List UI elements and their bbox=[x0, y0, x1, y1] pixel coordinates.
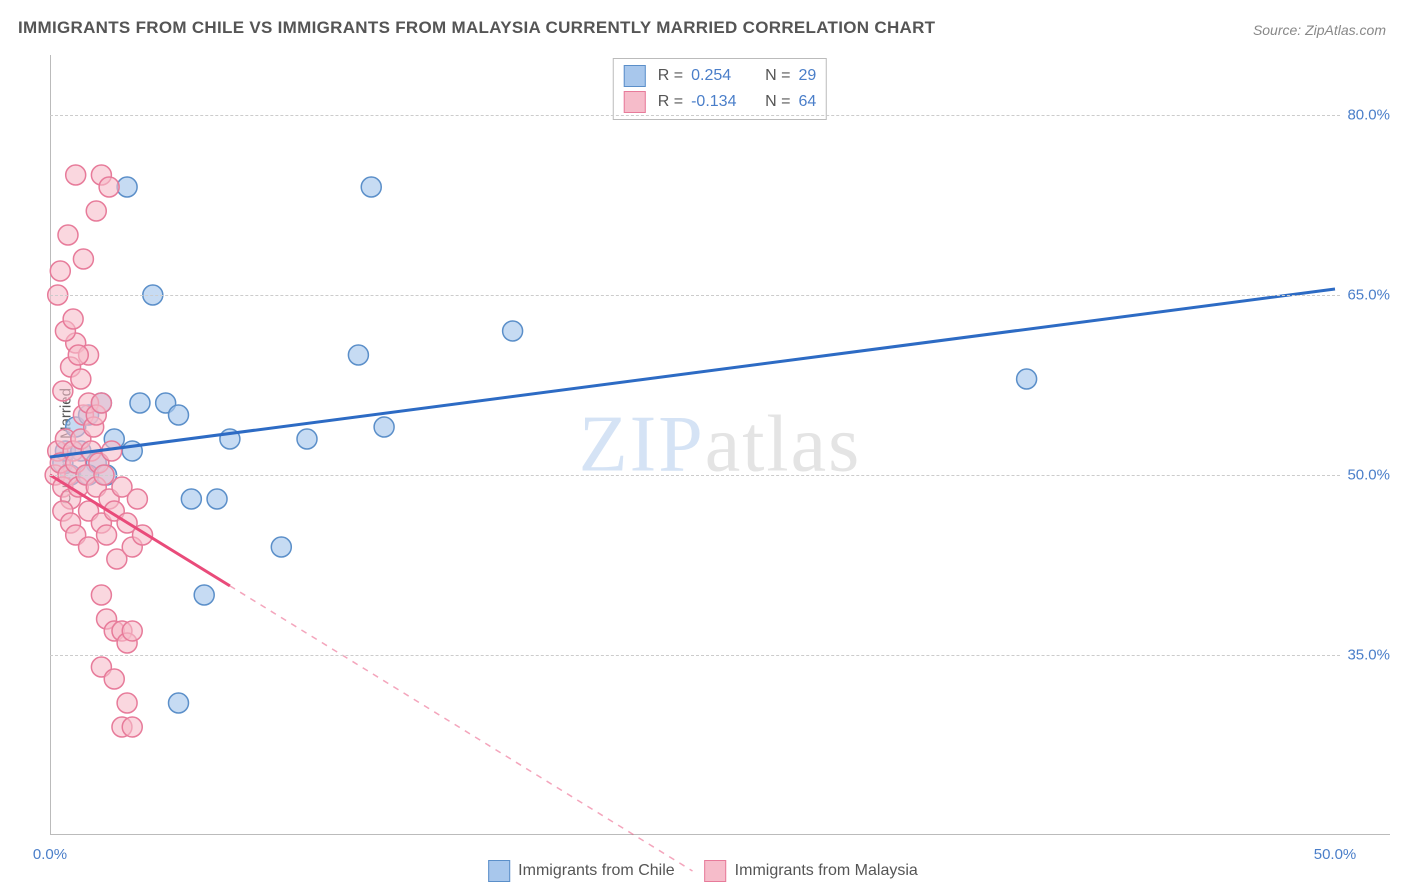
data-point bbox=[1017, 369, 1037, 389]
legend-stats-row-1: R = -0.134 N = 64 bbox=[624, 89, 816, 115]
legend-label-malaysia: Immigrants from Malaysia bbox=[735, 862, 918, 880]
data-point bbox=[71, 369, 91, 389]
legend-stats-row-0: R = 0.254 N = 29 bbox=[624, 63, 816, 89]
legend-item-malaysia: Immigrants from Malaysia bbox=[705, 860, 918, 882]
data-point bbox=[63, 309, 83, 329]
gridline bbox=[50, 655, 1340, 656]
data-point bbox=[503, 321, 523, 341]
data-point bbox=[97, 525, 117, 545]
legend-item-chile: Immigrants from Chile bbox=[488, 860, 674, 882]
data-point bbox=[130, 393, 150, 413]
r-value-chile: 0.254 bbox=[691, 67, 751, 85]
data-point bbox=[68, 345, 88, 365]
r-value-malaysia: -0.134 bbox=[691, 93, 751, 111]
y-tick-label: 35.0% bbox=[1347, 647, 1390, 664]
y-tick-label: 65.0% bbox=[1347, 287, 1390, 304]
data-point bbox=[207, 489, 227, 509]
data-point bbox=[361, 177, 381, 197]
data-point bbox=[127, 489, 147, 509]
data-point bbox=[181, 489, 201, 509]
gridline bbox=[50, 295, 1340, 296]
data-point bbox=[91, 393, 111, 413]
legend-series: Immigrants from Chile Immigrants from Ma… bbox=[488, 860, 918, 882]
scatter-svg bbox=[50, 55, 1390, 835]
n-label-2: N = bbox=[765, 93, 790, 111]
gridline bbox=[50, 115, 1340, 116]
trend-line-dashed bbox=[230, 586, 693, 871]
data-point bbox=[122, 621, 142, 641]
y-tick-label: 80.0% bbox=[1347, 107, 1390, 124]
y-tick-label: 50.0% bbox=[1347, 467, 1390, 484]
n-label: N = bbox=[765, 67, 790, 85]
trend-line bbox=[50, 289, 1335, 457]
legend-swatch-malaysia bbox=[624, 91, 646, 113]
data-point bbox=[53, 381, 73, 401]
data-point bbox=[117, 693, 137, 713]
chart-title: IMMIGRANTS FROM CHILE VS IMMIGRANTS FROM… bbox=[18, 18, 935, 38]
legend-stats: R = 0.254 N = 29 R = -0.134 N = 64 bbox=[613, 58, 827, 120]
legend-label-chile: Immigrants from Chile bbox=[518, 862, 674, 880]
chart-container: IMMIGRANTS FROM CHILE VS IMMIGRANTS FROM… bbox=[0, 0, 1406, 892]
legend-swatch-chile-b bbox=[488, 860, 510, 882]
data-point bbox=[297, 429, 317, 449]
data-point bbox=[58, 225, 78, 245]
r-label: R = bbox=[658, 67, 683, 85]
legend-swatch-malaysia-b bbox=[705, 860, 727, 882]
gridline bbox=[50, 475, 1340, 476]
data-point bbox=[169, 405, 189, 425]
data-point bbox=[99, 177, 119, 197]
data-point bbox=[117, 177, 137, 197]
data-point bbox=[122, 717, 142, 737]
data-point bbox=[194, 585, 214, 605]
legend-swatch-chile bbox=[624, 65, 646, 87]
x-tick-label: 50.0% bbox=[1314, 846, 1357, 863]
data-point bbox=[104, 669, 124, 689]
data-point bbox=[73, 249, 93, 269]
data-point bbox=[79, 537, 99, 557]
data-point bbox=[86, 201, 106, 221]
chart-source: Source: ZipAtlas.com bbox=[1253, 22, 1386, 38]
data-point bbox=[91, 585, 111, 605]
plot-area: ZIPatlas R = 0.254 N = 29 R = -0.134 N =… bbox=[50, 55, 1390, 835]
n-value-chile: 29 bbox=[798, 67, 816, 85]
data-point bbox=[374, 417, 394, 437]
data-point bbox=[271, 537, 291, 557]
data-point bbox=[66, 165, 86, 185]
x-tick-label: 0.0% bbox=[33, 846, 67, 863]
r-label-2: R = bbox=[658, 93, 683, 111]
data-point bbox=[169, 693, 189, 713]
data-point bbox=[50, 261, 70, 281]
n-value-malaysia: 64 bbox=[798, 93, 816, 111]
data-point bbox=[348, 345, 368, 365]
